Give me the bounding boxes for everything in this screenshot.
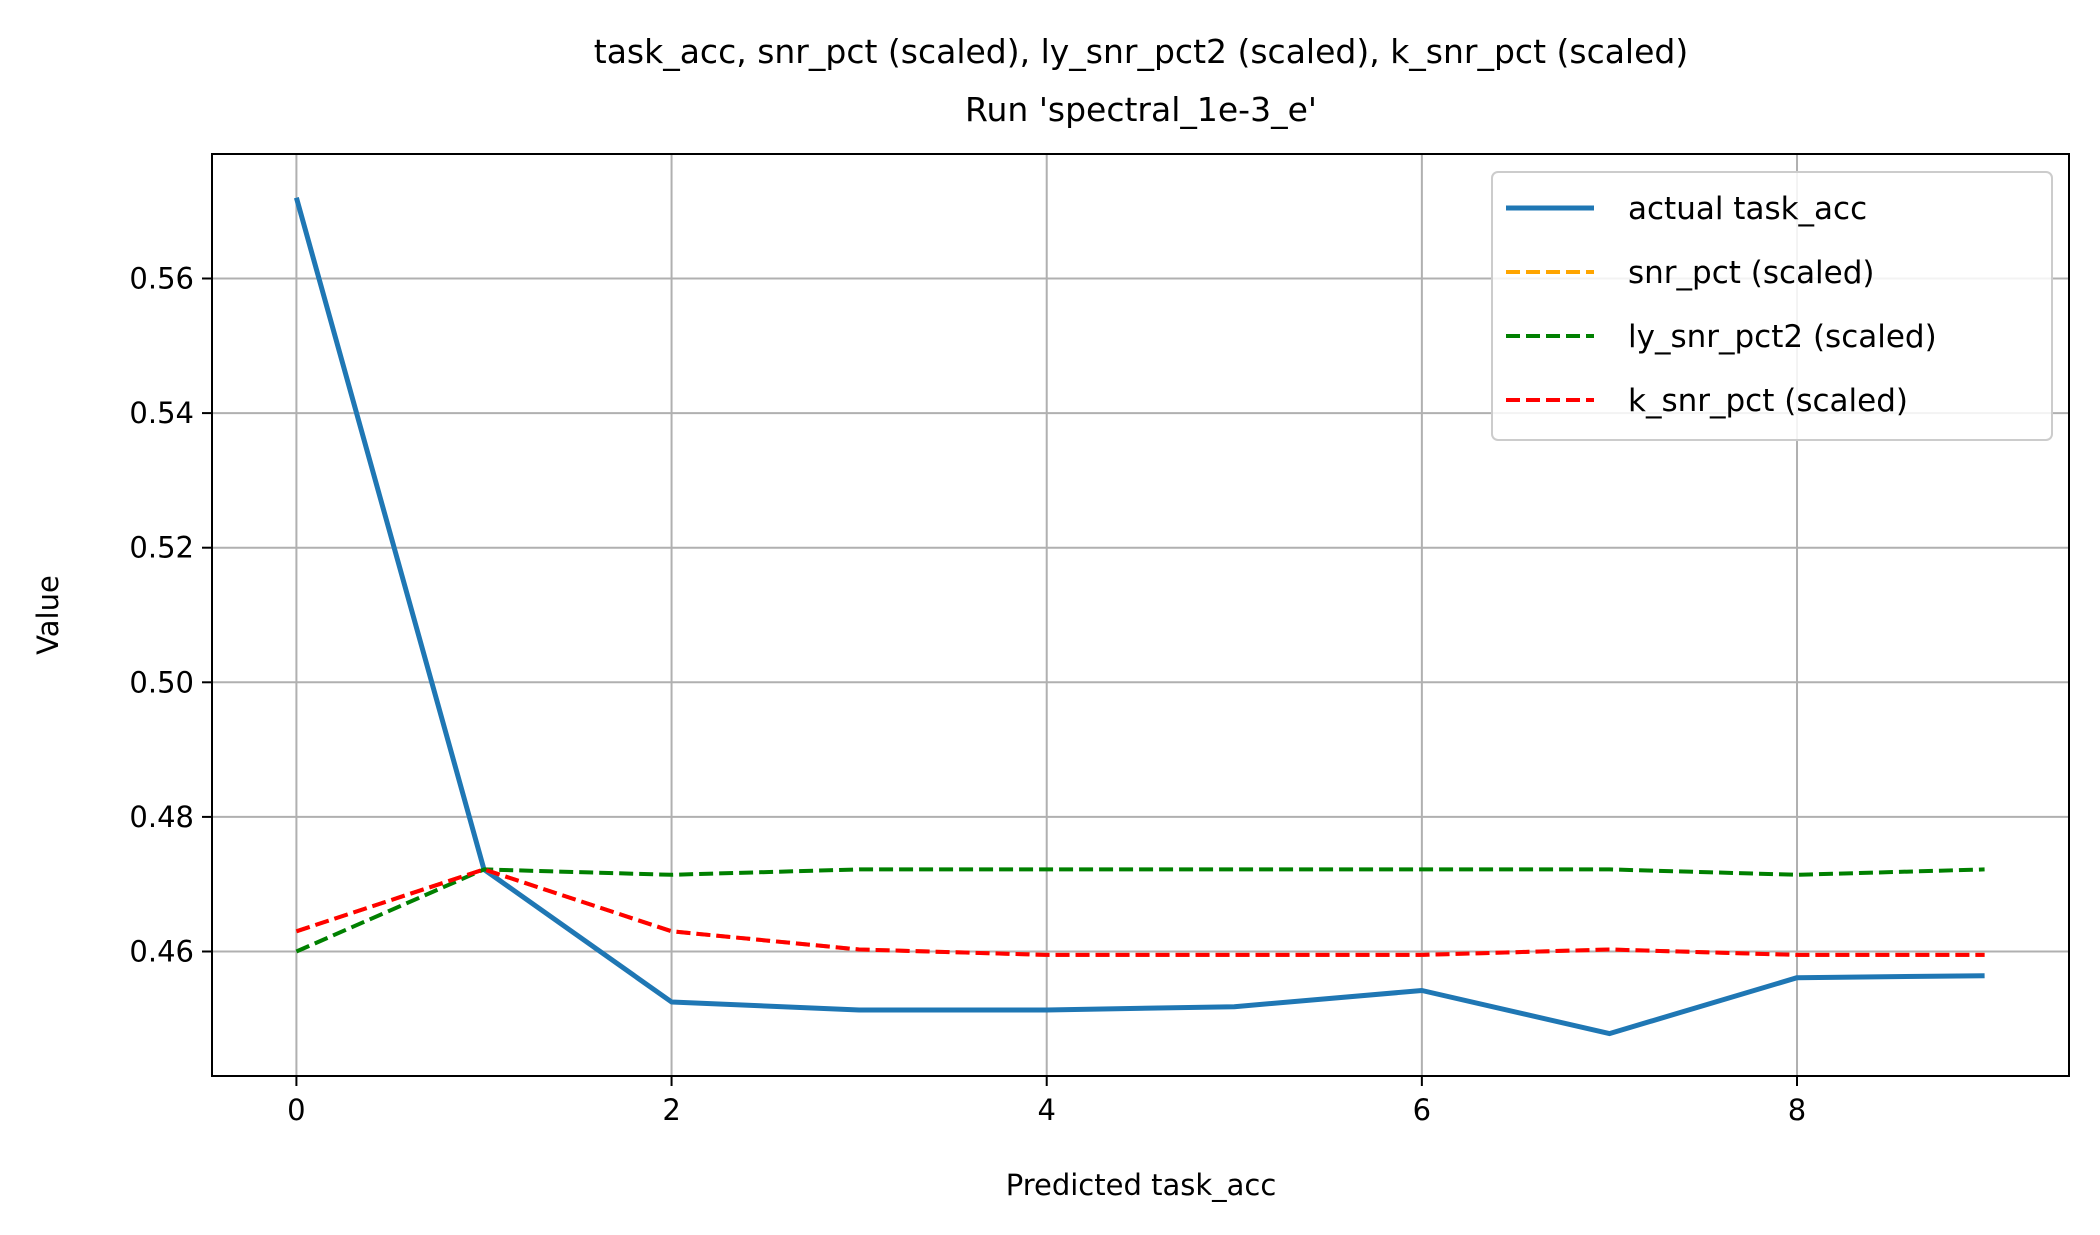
x-tick-label: 8 xyxy=(1788,1093,1806,1127)
legend-label: snr_pct (scaled) xyxy=(1628,255,1875,291)
x-tick-label: 2 xyxy=(662,1093,680,1127)
y-tick-label: 0.56 xyxy=(129,262,194,296)
legend-label: k_snr_pct (scaled) xyxy=(1628,383,1908,419)
series-line-3 xyxy=(295,867,1985,957)
y-tick-label: 0.52 xyxy=(129,531,194,565)
chart-title: task_acc, snr_pct (scaled), ly_snr_pct2 … xyxy=(594,32,1688,71)
legend: actual task_acc snr_pct (scaled) ly_snr_pc… xyxy=(1491,171,2053,441)
y-tick-label: 0.48 xyxy=(129,800,194,834)
series-line-2 xyxy=(295,867,1985,954)
x-tick-label: 6 xyxy=(1413,1093,1431,1127)
series-lines xyxy=(293,197,1985,1037)
legend-label: ly_snr_pct2 (scaled) xyxy=(1628,319,1937,355)
x-tick-label: 4 xyxy=(1037,1093,1055,1127)
y-axis-label: Value xyxy=(31,575,65,655)
y-tick-label: 0.46 xyxy=(129,934,194,968)
chart-subtitle: Run 'spectral_1e-3_e' xyxy=(965,90,1317,129)
series-line-0 xyxy=(293,197,1985,1037)
x-axis-label: Predicted task_acc xyxy=(1006,1168,1277,1202)
y-tick-label: 0.54 xyxy=(129,396,194,430)
x-tick-label: 0 xyxy=(287,1093,305,1127)
y-tick-label: 0.50 xyxy=(129,665,194,699)
axis-ticks: 0 2 4 6 8 0.46 0.48 0.50 0.52 0.54 0.56 xyxy=(129,262,1806,1127)
plot-frame xyxy=(211,153,2070,1077)
legend-box xyxy=(1491,171,2053,441)
legend-label: actual task_acc xyxy=(1628,191,1867,227)
